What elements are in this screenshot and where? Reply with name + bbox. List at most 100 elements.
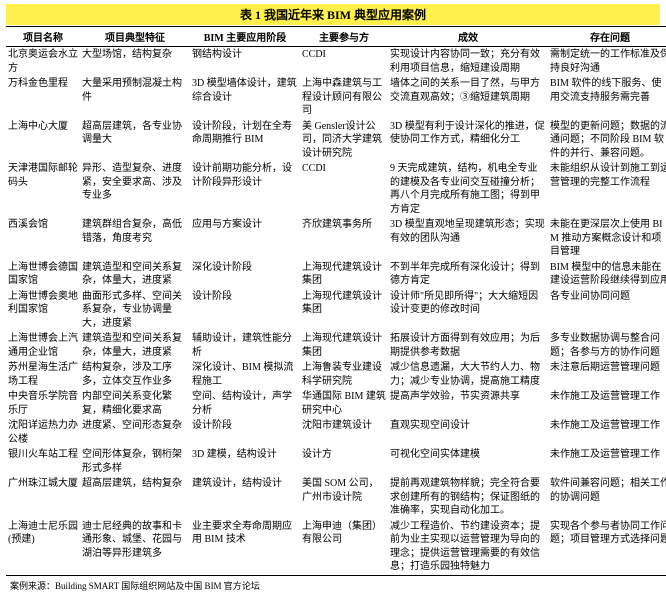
table-cell: 银川火车站工程 (6, 447, 80, 476)
table-cell: 上海现代建筑设计集团 (300, 260, 388, 289)
table-cell: 上海中心大厦 (6, 119, 80, 162)
table-cell: 超高层建筑，各专业协调量大 (80, 119, 190, 162)
table-body: 北京奥运会水立方大型场馆，结构复杂钢结构设计 CCDI 实现设计内容协同一致；充分有… (6, 47, 666, 576)
table-row: 银川火车站工程空间形体复杂，钢桁架形式多样3D 建模，结构设计设计方可视化空间实… (6, 447, 666, 476)
table-cell: 天津港国际邮轮码头 (6, 161, 80, 217)
table-cell: 建筑造型和空间关系复杂，体量大，进度紧 (80, 260, 190, 289)
table-cell: 结构复杂，涉及工序多，立体交互作业多 (80, 360, 190, 389)
table-cell: 设计方 (300, 447, 388, 476)
table-cell: 上海中森建筑与工程设计顾问有限公司 (300, 76, 388, 119)
table-cell: 上海申迪（集团）有限公司 (300, 519, 388, 576)
table-cell: 提高声学效验，节实资源共享 (388, 389, 548, 418)
table-row: 西溪会馆建筑群组合复杂，高低错落，角度考究应用与方案设计齐欣建筑事务所3D 模型… (6, 217, 666, 260)
table-cell: 辅助设计，建筑性能分析 (190, 331, 300, 360)
table-row: 上海世博会德国国家馆建筑造型和空间关系复杂，体量大，进度紧深化设计阶段上海现代建… (6, 260, 666, 289)
table-cell: 建筑造型和空间关系复杂，体量大，进度紧 (80, 331, 190, 360)
table-cell: 各专业间协同问题 (548, 289, 666, 332)
table-cell: 未作施工及运营管理工作 (548, 418, 666, 447)
table-cell: 设计师"所见即所得"；大大缩短因设计变更的修改时间 (388, 289, 548, 332)
col-header-issue: 存在问题 (548, 27, 666, 47)
table-cell: 设计前期功能分析，设计阶段异形设计 (190, 161, 300, 217)
table-cell: 大型场馆，结构复杂 (80, 47, 190, 77)
col-header-result: 成效 (388, 27, 548, 47)
table-cell: 应用与方案设计 (190, 217, 300, 260)
table-cell: 美 Gensler设计公司，同济大学建筑设计研究院 (300, 119, 388, 162)
table-cell: 业主要求全寿命周期应用 BIM 技术 (190, 519, 300, 576)
table-cell: 上海世博会奥地利国家馆 (6, 289, 80, 332)
table-cell: 9 天完成建筑，结构，机电全专业的建模及各专业间交互碰撞分析；再八个月完成所有施… (388, 161, 548, 217)
table-row: 广州珠江城大厦超高层建筑，结构复杂建筑设计，结构设计美国 SOM 公司，广州市设… (6, 476, 666, 519)
table-cell: 3D 建模，结构设计 (190, 447, 300, 476)
table-cell: 实现设计内容协同一致；充分有效利用项目信息，缩短建设周期 (388, 47, 548, 77)
table-row: 上海迪士尼乐园 (预建)迪士尼经典的故事和卡通形象、城堡、花园与湖泊等异形建筑多… (6, 519, 666, 576)
table-row: 上海中心大厦超高层建筑，各专业协调量大设计阶段，计划在全寿命周期推行 BIM美 … (6, 119, 666, 162)
table-cell: 软件间兼容问题；相关工作的协调问题 (548, 476, 666, 519)
table-cell: 减少信息遗漏，大大节约人力、物力；减少专业协调，提高施工精度 (388, 360, 548, 389)
table-row: 北京奥运会水立方大型场馆，结构复杂钢结构设计CCDI实现设计内容协同一致；充分有… (6, 47, 666, 77)
table-row: 上海世博会奥地利国家馆曲面形式多样、空间关系复杂，专业协调量大，进度紧设计阶段上… (6, 289, 666, 332)
table-cell: 设计阶段，计划在全寿命周期推行 BIM (190, 119, 300, 162)
table-cell: 设计阶段 (190, 289, 300, 332)
table-cell: 未注意后期运营管理问题 (548, 360, 666, 389)
table-cell: 深化设计阶段 (190, 260, 300, 289)
table-cell: 建筑设计，结构设计 (190, 476, 300, 519)
col-header-stage: BIM 主要应用阶段 (190, 27, 300, 47)
table-cell: 可视化空间实体建模 (388, 447, 548, 476)
table-cell: 进度紧、空间形态复杂 (80, 418, 190, 447)
table-cell: 上海世博会德国国家馆 (6, 260, 80, 289)
table-cell: 3D 模型有利于设计深化的推进，促使协同工作方式，精细化分工 (388, 119, 548, 162)
table-cell: 广州珠江城大厦 (6, 476, 80, 519)
table-cell: 3D 模型直观地呈现建筑形态；实现有效的团队沟通 (388, 217, 548, 260)
table-cell: 曲面形式多样、空间关系复杂，专业协调量大，进度紧 (80, 289, 190, 332)
table-cell: 3D 模型墙体设计，建筑综合设计 (190, 76, 300, 119)
table-cell: 减少工程造价、节约建设资本；提前为业主实现以运营管理为导向的理念；提供运营管理需… (388, 519, 548, 576)
table-cell: 美国 SOM 公司，广州市设计院 (300, 476, 388, 519)
table-cell: 实现各个参与者协同工作问题；项目管理方式选择问题 (548, 519, 666, 576)
table-row: 沈阳详运热力办公楼进度紧、空间形态复杂设计阶段沈阳市建筑设计直观实现空间设计未作… (6, 418, 666, 447)
table-cell: 未作施工及运营管理工作 (548, 447, 666, 476)
table-cell: 西溪会馆 (6, 217, 80, 260)
table-cell: 多专业数据协调与整合问题；各参与方的协作问题 (548, 331, 666, 360)
table-cell: 上海迪士尼乐园 (预建) (6, 519, 80, 576)
table-row: 天津港国际邮轮码头异形、造型复杂、进度紧，安全要求高、涉及专业多设计前期功能分析… (6, 161, 666, 217)
table-footnote: 案例来源：Building SMART 国际组织网站及中国 BIM 官方论坛 (6, 579, 660, 592)
col-header-party: 主要参与方 (300, 27, 388, 47)
table-cell: 齐欣建筑事务所 (300, 217, 388, 260)
col-header-feature: 项目典型特征 (80, 27, 190, 47)
table-cell: 万科金色里程 (6, 76, 80, 119)
table-cell: 钢结构设计 (190, 47, 300, 77)
table-cell: 深化设计、BIM 模拟流程施工 (190, 360, 300, 389)
table-cell: 未能组织从设计到施工到运营管理的完整工作流程 (548, 161, 666, 217)
table-header-row: 项目名称 项目典型特征 BIM 主要应用阶段 主要参与方 成效 存在问题 (6, 27, 666, 47)
table-cell: 内部空间关系变化繁复，精细化要求高 (80, 389, 190, 418)
table-cell: 迪士尼经典的故事和卡通形象、城堡、花园与湖泊等异形建筑多 (80, 519, 190, 576)
table-cell: 模型的更新问题；数据的流通问题；不同阶段 BIM 软件的并行、兼容问题。 (548, 119, 666, 162)
table-cell: 超高层建筑，结构复杂 (80, 476, 190, 519)
table-title: 表 1 我国近年来 BIM 典型应用案例 (6, 4, 660, 25)
table-cell: CCDI (300, 161, 388, 217)
table-cell: 拓展设计方面得到有效应用；为后期提供参考数据 (388, 331, 548, 360)
table-cell: 北京奥运会水立方 (6, 47, 80, 77)
table-cell: 沈阳市建筑设计 (300, 418, 388, 447)
table-cell: BIM 软件的线下服务、使用交流支持服务需完善 (548, 76, 666, 119)
table-cell: 未作施工及运营管理工作 (548, 389, 666, 418)
table-cell: 空间形体复杂，钢桁架形式多样 (80, 447, 190, 476)
table-cell: 上海鲁装专业建设科学研究院 (300, 360, 388, 389)
table-cell: 需制定统一的工作标准及保持良好沟通 (548, 47, 666, 77)
table-cell: 上海世博会上汽通用企业馆 (6, 331, 80, 360)
table-cell: 墙体之间的关系一目了然，与甲方交流直观高效；③缩短建筑周期 (388, 76, 548, 119)
table-cell: 建筑群组合复杂，高低错落，角度考究 (80, 217, 190, 260)
table-cell: 中央音乐学院音乐厅 (6, 389, 80, 418)
table-cell: 提前再观建筑物样貌；完全符合要求创建所有的钢结构；保证图纸的准确率，实现自动化加… (388, 476, 548, 519)
table-cell: 异形、造型复杂、进度紧，安全要求高、涉及专业多 (80, 161, 190, 217)
table-cell: 空间、结构设计，声学分析 (190, 389, 300, 418)
table-cell: 大量采用预制混凝土构件 (80, 76, 190, 119)
table-cell: 苏州星海生活广场工程 (6, 360, 80, 389)
col-header-name: 项目名称 (6, 27, 80, 47)
table-cell: 直观实现空间设计 (388, 418, 548, 447)
table-cell: BIM 模型中的信息未能在建设运营阶段继续得到应用 (548, 260, 666, 289)
table-row: 万科金色里程大量采用预制混凝土构件3D 模型墙体设计，建筑综合设计上海中森建筑与… (6, 76, 666, 119)
table-cell: 沈阳详运热力办公楼 (6, 418, 80, 447)
bim-cases-table: 项目名称 项目典型特征 BIM 主要应用阶段 主要参与方 成效 存在问题 北京奥… (6, 26, 666, 576)
table-row: 中央音乐学院音乐厅内部空间关系变化繁复，精细化要求高空间、结构设计，声学分析华通… (6, 389, 666, 418)
